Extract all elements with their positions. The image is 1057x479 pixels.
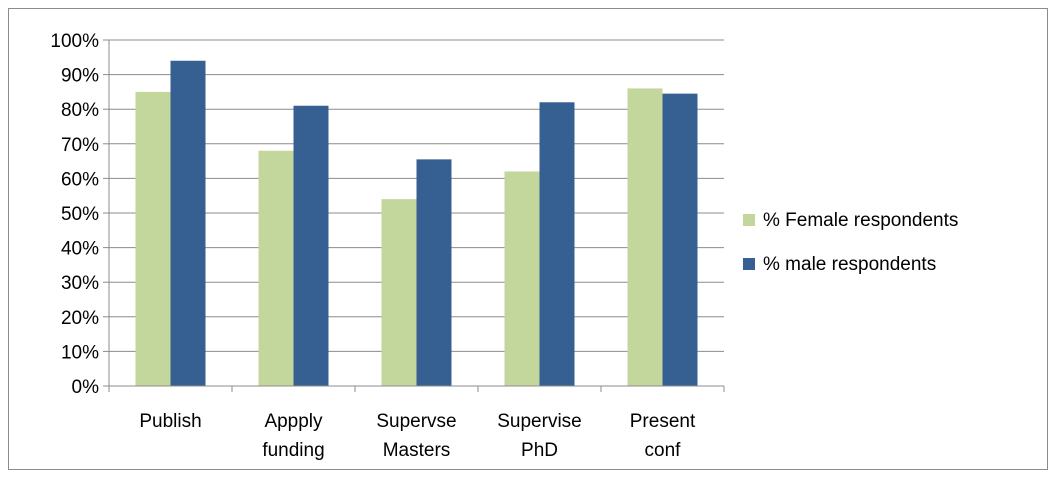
x-tick-label: PhD bbox=[521, 440, 558, 461]
bar-chart: 0% 10% 20% 30% 40% 50% 60% 70% 80% 90% 100% Publish… bbox=[50, 31, 958, 461]
x-tick-label: Present bbox=[630, 411, 696, 432]
y-tick-label: 50% bbox=[61, 204, 99, 225]
x-tick-label: conf bbox=[645, 440, 682, 461]
x-tick-label: funding bbox=[262, 440, 324, 461]
bar-male bbox=[170, 60, 206, 386]
y-tick-label: 80% bbox=[61, 100, 99, 121]
y-tick-label: 100% bbox=[50, 31, 99, 52]
chart-frame: 0% 10% 20% 30% 40% 50% 60% 70% 80% 90% 100% Publish… bbox=[8, 8, 1048, 470]
bar-female bbox=[381, 199, 417, 386]
y-tick-label: 70% bbox=[61, 135, 99, 156]
bar-male bbox=[662, 93, 698, 386]
x-tick-label: Supervse bbox=[376, 411, 456, 432]
y-tick-label: 40% bbox=[61, 239, 99, 260]
legend-label: % male respondents bbox=[763, 254, 936, 275]
bar-male bbox=[539, 102, 575, 386]
bar-female bbox=[135, 91, 171, 387]
x-tick-label: Publish bbox=[139, 411, 201, 432]
bar-male bbox=[416, 159, 452, 386]
y-tick-label: 60% bbox=[61, 169, 99, 190]
x-tick-label: Appply bbox=[264, 411, 323, 432]
y-tick-label: 20% bbox=[61, 308, 99, 329]
bar-female bbox=[627, 88, 663, 386]
legend-swatch bbox=[743, 214, 755, 226]
bar-male bbox=[293, 105, 329, 387]
y-tick-label: 30% bbox=[61, 273, 99, 294]
x-tick-label: Supervise bbox=[497, 411, 582, 432]
legend-swatch bbox=[743, 258, 755, 270]
bar-female bbox=[504, 171, 540, 386]
y-tick-label: 90% bbox=[61, 66, 99, 87]
bar-female bbox=[258, 150, 294, 386]
y-tick-label: 10% bbox=[61, 342, 99, 363]
x-tick-label: Masters bbox=[383, 440, 451, 461]
legend-label: % Female respondents bbox=[763, 210, 958, 231]
y-tick-label: 0% bbox=[72, 377, 100, 398]
